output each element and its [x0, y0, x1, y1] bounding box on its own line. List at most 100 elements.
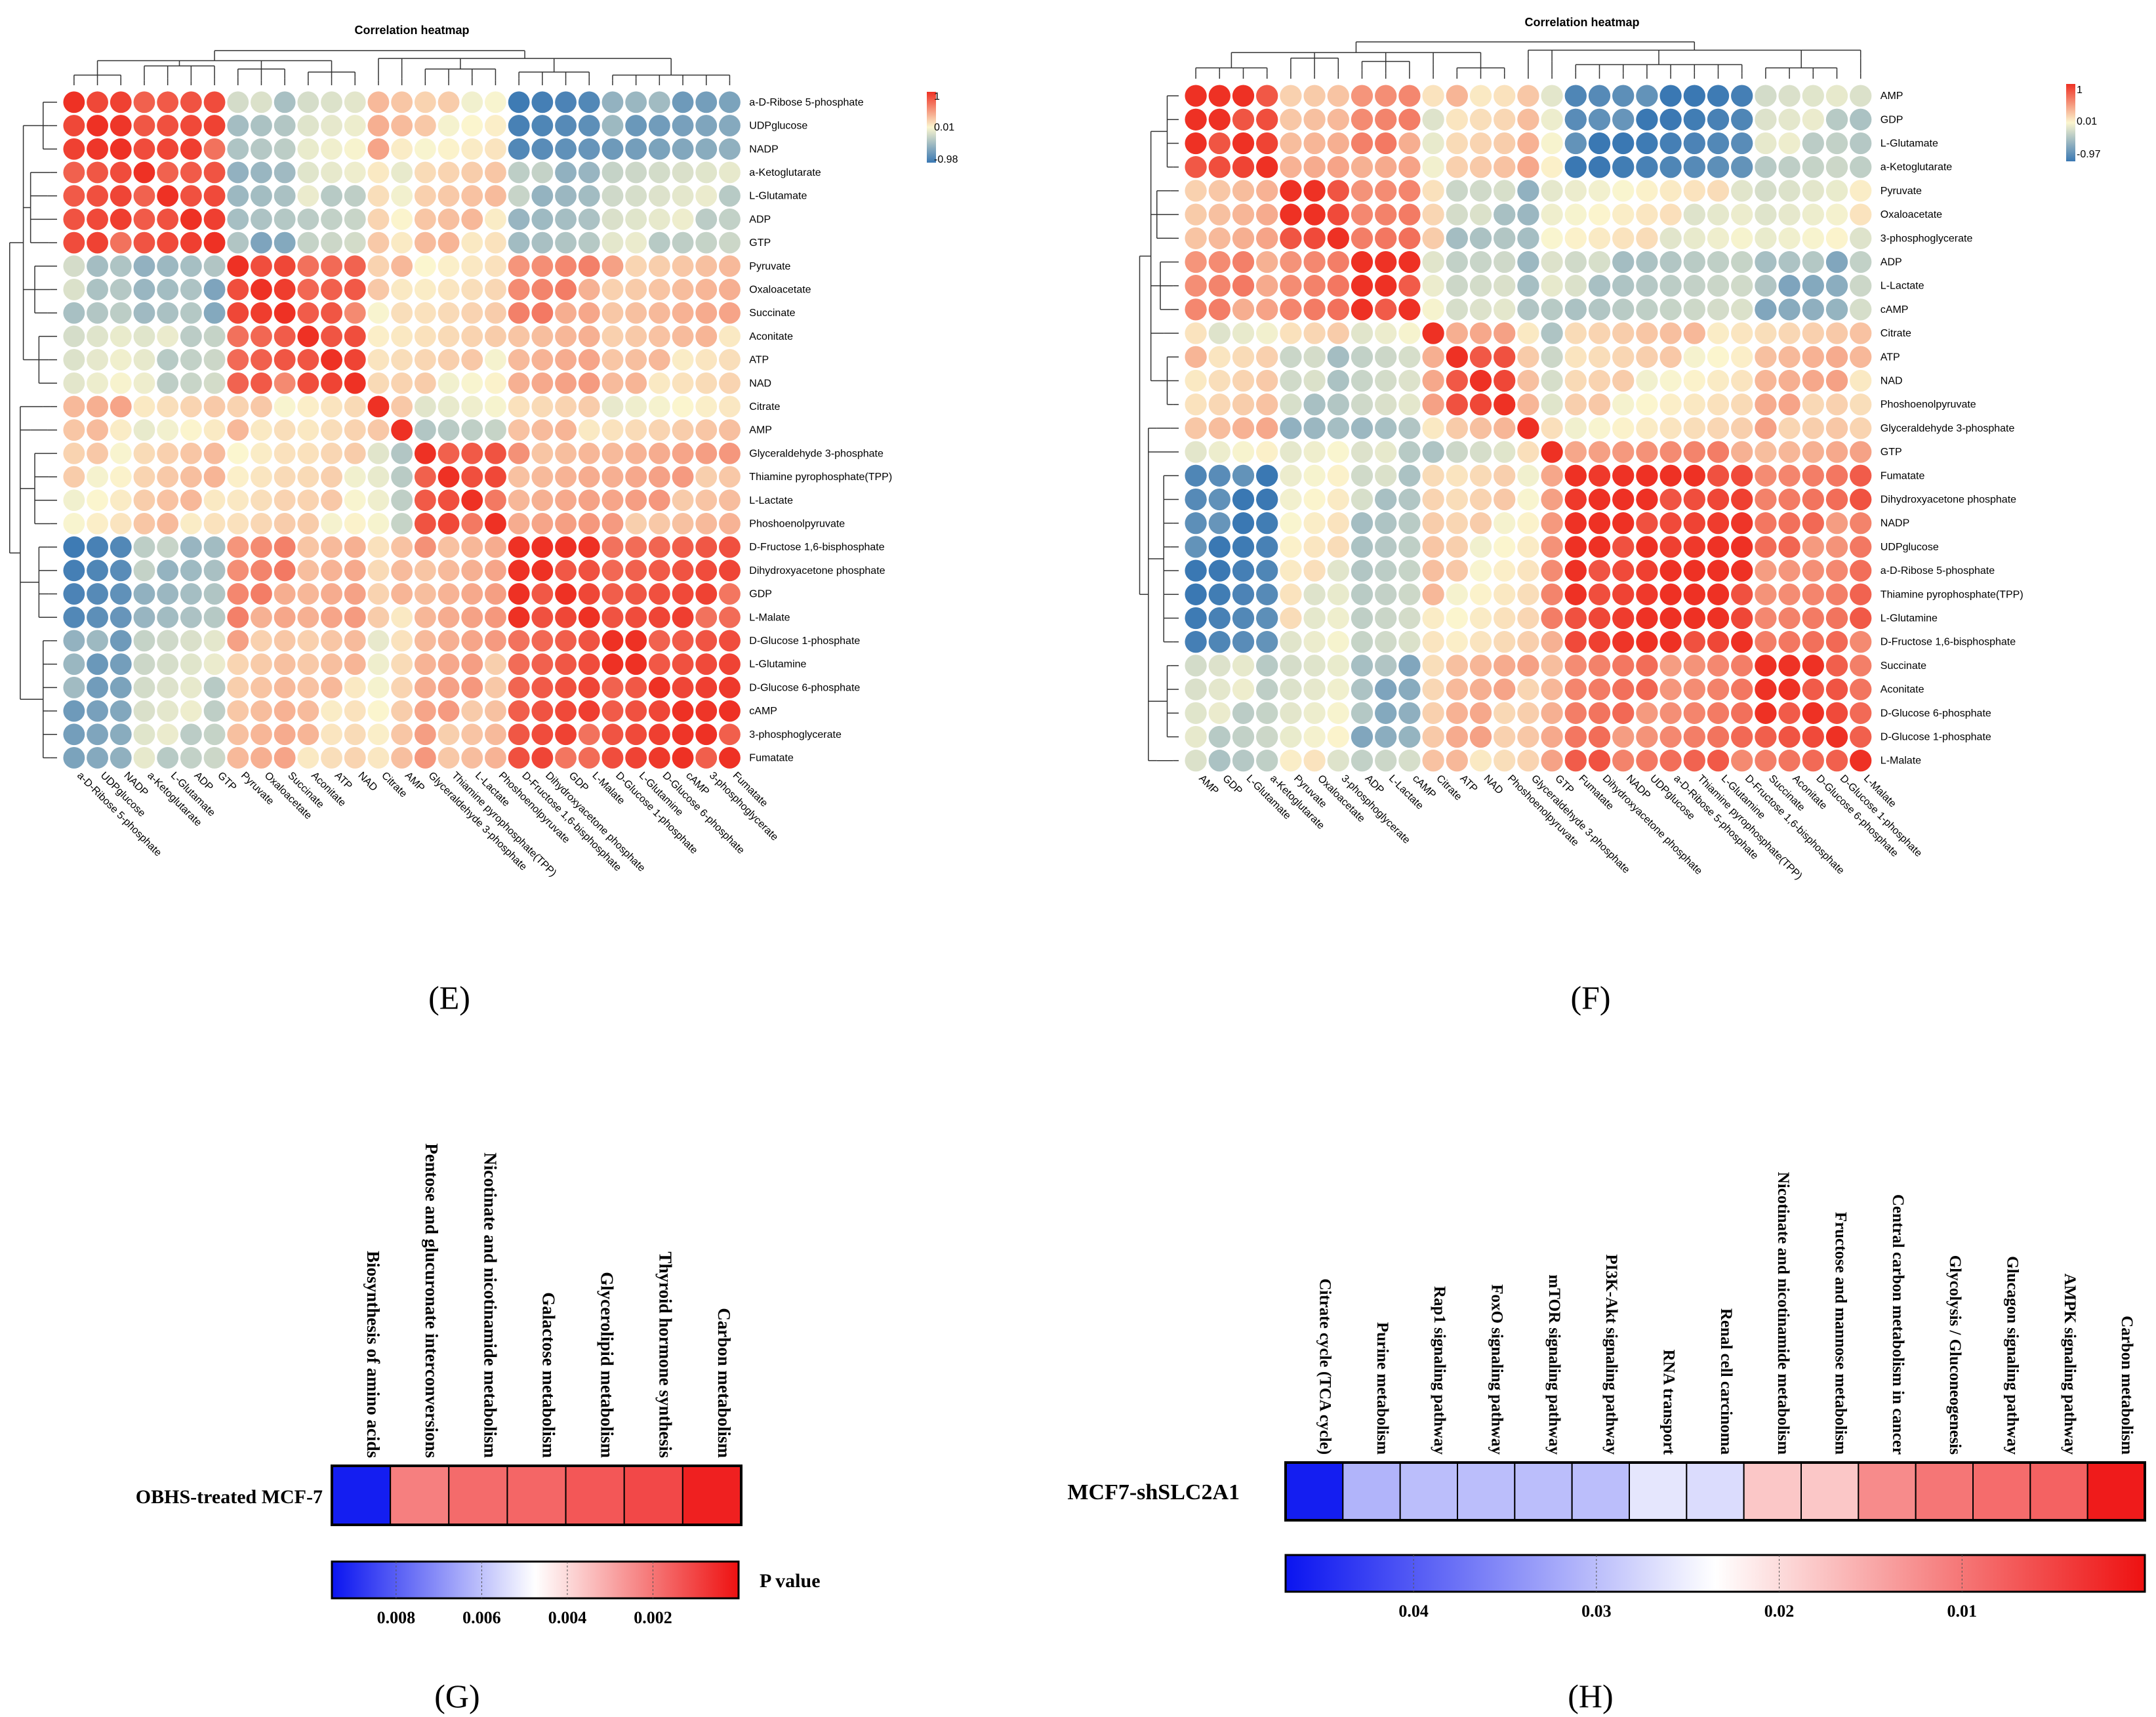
heatmap-cell [437, 161, 460, 184]
heatmap-cell [1564, 346, 1587, 368]
heatmap-cell [1422, 583, 1444, 605]
heatmap-cell [133, 559, 155, 582]
heatmap-cell [1683, 725, 1705, 748]
heatmap-cell [578, 489, 600, 512]
chart-title: Correlation heatmap [354, 24, 469, 37]
heatmap-cell [157, 395, 179, 418]
heatmap-cell [180, 606, 202, 628]
heatmap-cell [1185, 536, 1207, 558]
heatmap-cell [648, 349, 670, 371]
heatmap-cell [1755, 607, 1777, 630]
heatmap-cell [274, 208, 296, 230]
heatmap-cell [578, 302, 600, 324]
row-label: Succinate [1881, 660, 1926, 672]
heatmap-cell [63, 395, 85, 418]
heatmap-cell [695, 536, 718, 558]
heatmap-cell [1636, 631, 1658, 653]
heatmap-cell [695, 302, 718, 324]
heatmap-cell [391, 700, 413, 722]
heatmap-cell [1778, 559, 1800, 582]
heatmap-cell [485, 161, 506, 184]
heatmap-cell [1375, 227, 1397, 249]
heatmap-cell [1280, 583, 1302, 605]
heatmap-cell [1825, 132, 1848, 155]
heatmap-cell [531, 232, 554, 254]
heatmap-cell [87, 513, 108, 535]
heatmap-cell [1208, 298, 1231, 321]
heatmap-cell [625, 232, 647, 254]
heatmap-cell [1564, 655, 1587, 677]
heatmap-cell [157, 606, 179, 628]
heatmap-cell [672, 536, 694, 558]
heatmap-cell [1256, 85, 1278, 107]
heatmap-cell [274, 185, 296, 207]
heatmap-cell [297, 559, 319, 582]
heatmap-cell [695, 583, 718, 605]
heatmap-cell [1494, 298, 1516, 321]
heatmap-cell [1398, 725, 1421, 748]
heatmap-cell [251, 700, 272, 722]
heatmap-cell [485, 325, 506, 348]
heatmap-cell [297, 700, 319, 722]
heatmap-cell [578, 161, 600, 184]
heatmap-cell [63, 255, 85, 277]
heatmap-cell [1208, 275, 1231, 297]
heatmap-cell [578, 723, 600, 746]
pvalue-cell [1743, 1462, 1802, 1521]
heatmap-cell [274, 349, 296, 371]
heatmap-cell [1185, 156, 1207, 178]
heatmap-cell [1280, 108, 1302, 131]
heatmap-cell [695, 489, 718, 512]
heatmap-cell [1612, 132, 1635, 155]
heatmap-cell [625, 395, 647, 418]
heatmap-cell [1588, 203, 1611, 226]
heatmap-cell [1588, 394, 1611, 416]
heatmap-cell [555, 630, 577, 652]
heatmap-cell [227, 723, 249, 746]
heatmap-cell [1564, 702, 1587, 724]
heatmap-cell [274, 442, 296, 464]
heatmap-cell [1683, 298, 1705, 321]
heatmap-cell [1469, 655, 1492, 677]
heatmap-cell [1398, 536, 1421, 558]
heatmap-cell [1303, 441, 1326, 463]
heatmap-cell [1755, 298, 1777, 321]
heatmap-cell [63, 723, 85, 746]
heatmap-cell [1541, 346, 1563, 368]
heatmap-cell [391, 536, 413, 558]
heatmap-cell [1612, 559, 1635, 582]
heatmap-cell [601, 255, 624, 277]
heatmap-cell [1351, 85, 1373, 107]
heatmap-cell [203, 653, 226, 676]
heatmap-cell [1517, 702, 1539, 724]
heatmap-cell [1517, 725, 1539, 748]
heatmap-cell [110, 536, 132, 558]
heatmap-cell [1303, 180, 1326, 202]
heatmap-cell [63, 630, 85, 652]
heatmap-cell [1731, 132, 1753, 155]
heatmap-cell [203, 700, 226, 722]
heatmap-cell [1850, 725, 1872, 748]
heatmap-cell [251, 302, 272, 324]
pvalue-cell [1629, 1462, 1688, 1521]
heatmap-cell [87, 372, 108, 394]
row-label: Thiamine pyrophosphate(TPP) [1881, 589, 2024, 600]
heatmap-cell [1612, 750, 1635, 772]
heatmap-cell [578, 513, 600, 535]
heatmap-cell [1636, 394, 1658, 416]
heatmap-cell [1755, 417, 1777, 439]
heatmap-cell [133, 161, 155, 184]
heatmap-cell [1422, 536, 1444, 558]
heatmap-cell [1469, 394, 1492, 416]
heatmap-cell [1494, 180, 1516, 202]
heatmap-cell [1351, 346, 1373, 368]
heatmap-cell [508, 700, 530, 722]
heatmap-cell [461, 513, 483, 535]
heatmap-cell [1232, 750, 1255, 772]
heatmap-cell [1185, 346, 1207, 368]
heatmap-cell [274, 630, 296, 652]
heatmap-cell [1469, 275, 1492, 297]
category-label: PI3K-Akt signaling pathway [1602, 1254, 1620, 1455]
panel-label-F: (F) [1570, 979, 1610, 1016]
row-label: GDP [1881, 114, 1903, 125]
